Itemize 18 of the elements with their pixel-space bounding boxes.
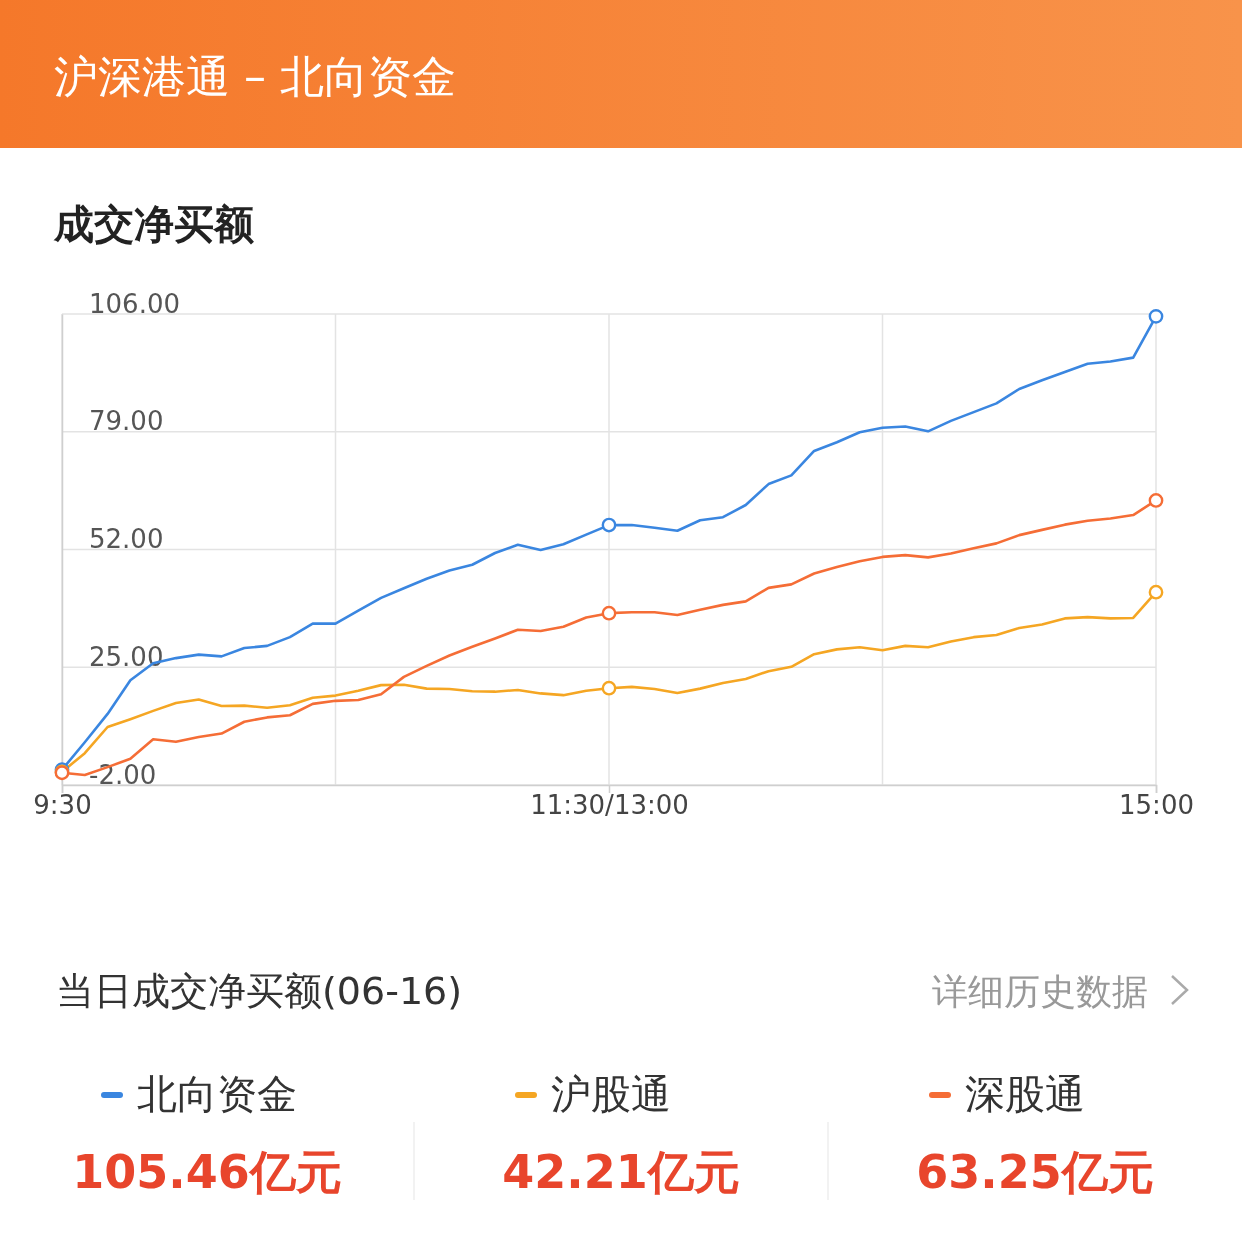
y-tick-label: 52.00 [89,524,164,554]
y-tick-label: 25.00 [89,641,164,672]
chart-subtitle: 成交净买额 [53,201,254,247]
x-tick-label: 11:30/13:00 [530,790,689,820]
text: 105.46亿元 [72,1145,342,1199]
text: 42.21亿元 [502,1145,740,1199]
x-tick-label: 15:00 [1119,790,1194,820]
chart-title: 沪深港通 – 北向资金 [54,51,456,102]
y-tick-label: -2.00 [89,759,157,790]
legend-label: 深股通 [965,1071,1085,1117]
y-tick-label: 79.00 [89,406,164,437]
legend-label: 沪股通 [551,1071,671,1117]
legend-label: 北向资金 [137,1071,297,1117]
x-tick-label: 9:30 [33,790,92,820]
y-tick-label: 106.00 [89,288,180,319]
text: 详细历史数据 [932,971,1148,1012]
text: 63.25亿元 [916,1145,1154,1199]
text: 当日成交净买额(06-16) [56,969,463,1013]
